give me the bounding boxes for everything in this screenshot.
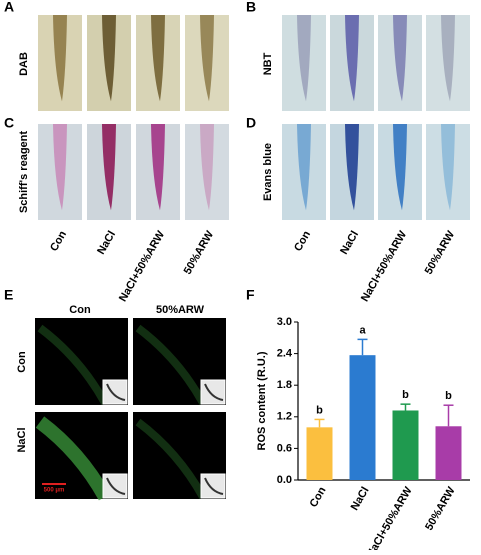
root-fluorescence	[135, 418, 207, 499]
inset-root	[106, 383, 126, 401]
x-tick-label: NaCl+50%ARW	[364, 484, 414, 550]
treatment-label: NaCl+50%ARW	[117, 228, 167, 303]
inset-root	[106, 477, 126, 495]
treatment-label: NaCl+50%ARW	[359, 228, 409, 303]
column-label: Con	[69, 304, 91, 316]
y-tick-label: 3.0	[277, 316, 292, 328]
root	[151, 124, 165, 211]
treatment-label: 50%ARW	[182, 228, 217, 276]
column-label: 50%ARW	[156, 304, 205, 316]
stain-label: Schiff's reagent	[18, 131, 30, 213]
root	[441, 15, 455, 102]
root	[441, 124, 455, 211]
significance-letter: a	[359, 324, 366, 336]
root	[297, 124, 311, 211]
significance-letter: b	[402, 389, 409, 401]
inset-root	[204, 477, 224, 495]
error-bar	[400, 403, 411, 411]
root	[102, 15, 116, 102]
y-tick-label: 2.4	[277, 348, 293, 360]
y-tick-label: 0.6	[277, 442, 292, 454]
root	[200, 15, 214, 102]
treatment-label: Con	[48, 229, 69, 254]
bar	[306, 427, 333, 480]
treatment-label: 50%ARW	[423, 228, 458, 276]
root-fluorescence	[35, 416, 112, 501]
root-fluorescence	[135, 324, 207, 405]
panel-label: E	[4, 287, 13, 303]
root	[53, 15, 67, 102]
root-fluorescence	[37, 324, 109, 405]
root	[200, 124, 214, 211]
stain-label: Evans blue	[262, 143, 274, 201]
row-label: Con	[16, 351, 28, 373]
y-axis-label: ROS content (R.U.)	[256, 351, 268, 450]
bar	[435, 426, 462, 480]
scale-bar-label: 500 μm	[44, 488, 65, 494]
panel-label: D	[246, 115, 256, 131]
treatment-label: Con	[292, 229, 313, 254]
x-tick-label: 50%ARW	[423, 484, 458, 532]
bar	[392, 410, 419, 480]
root	[151, 15, 165, 102]
panel-label: B	[246, 0, 256, 15]
y-tick-label: 0.0	[277, 474, 292, 486]
root	[102, 124, 116, 211]
root	[297, 15, 311, 102]
row-label: NaCl	[16, 427, 28, 452]
treatment-label: NaCl	[95, 229, 118, 257]
stain-label: DAB	[18, 52, 30, 76]
y-tick-label: 1.8	[277, 379, 292, 391]
root	[393, 15, 407, 102]
inset-root	[204, 383, 224, 401]
x-tick-label: NaCl	[349, 485, 372, 513]
stain-label: NBT	[262, 52, 274, 75]
panel-label: F	[246, 287, 255, 303]
treatment-label: NaCl	[338, 229, 361, 257]
root	[345, 124, 359, 211]
root	[345, 15, 359, 102]
panel-label: A	[4, 0, 14, 15]
x-tick-label: Con	[308, 485, 329, 510]
error-bar	[443, 404, 454, 427]
root	[53, 124, 67, 211]
y-tick-label: 1.2	[277, 411, 292, 423]
bar	[349, 355, 376, 480]
panel-label: C	[4, 115, 14, 131]
significance-letter: b	[445, 390, 452, 402]
error-bar	[314, 418, 325, 428]
error-bar	[357, 338, 368, 356]
root	[393, 124, 407, 211]
significance-letter: b	[316, 404, 323, 416]
